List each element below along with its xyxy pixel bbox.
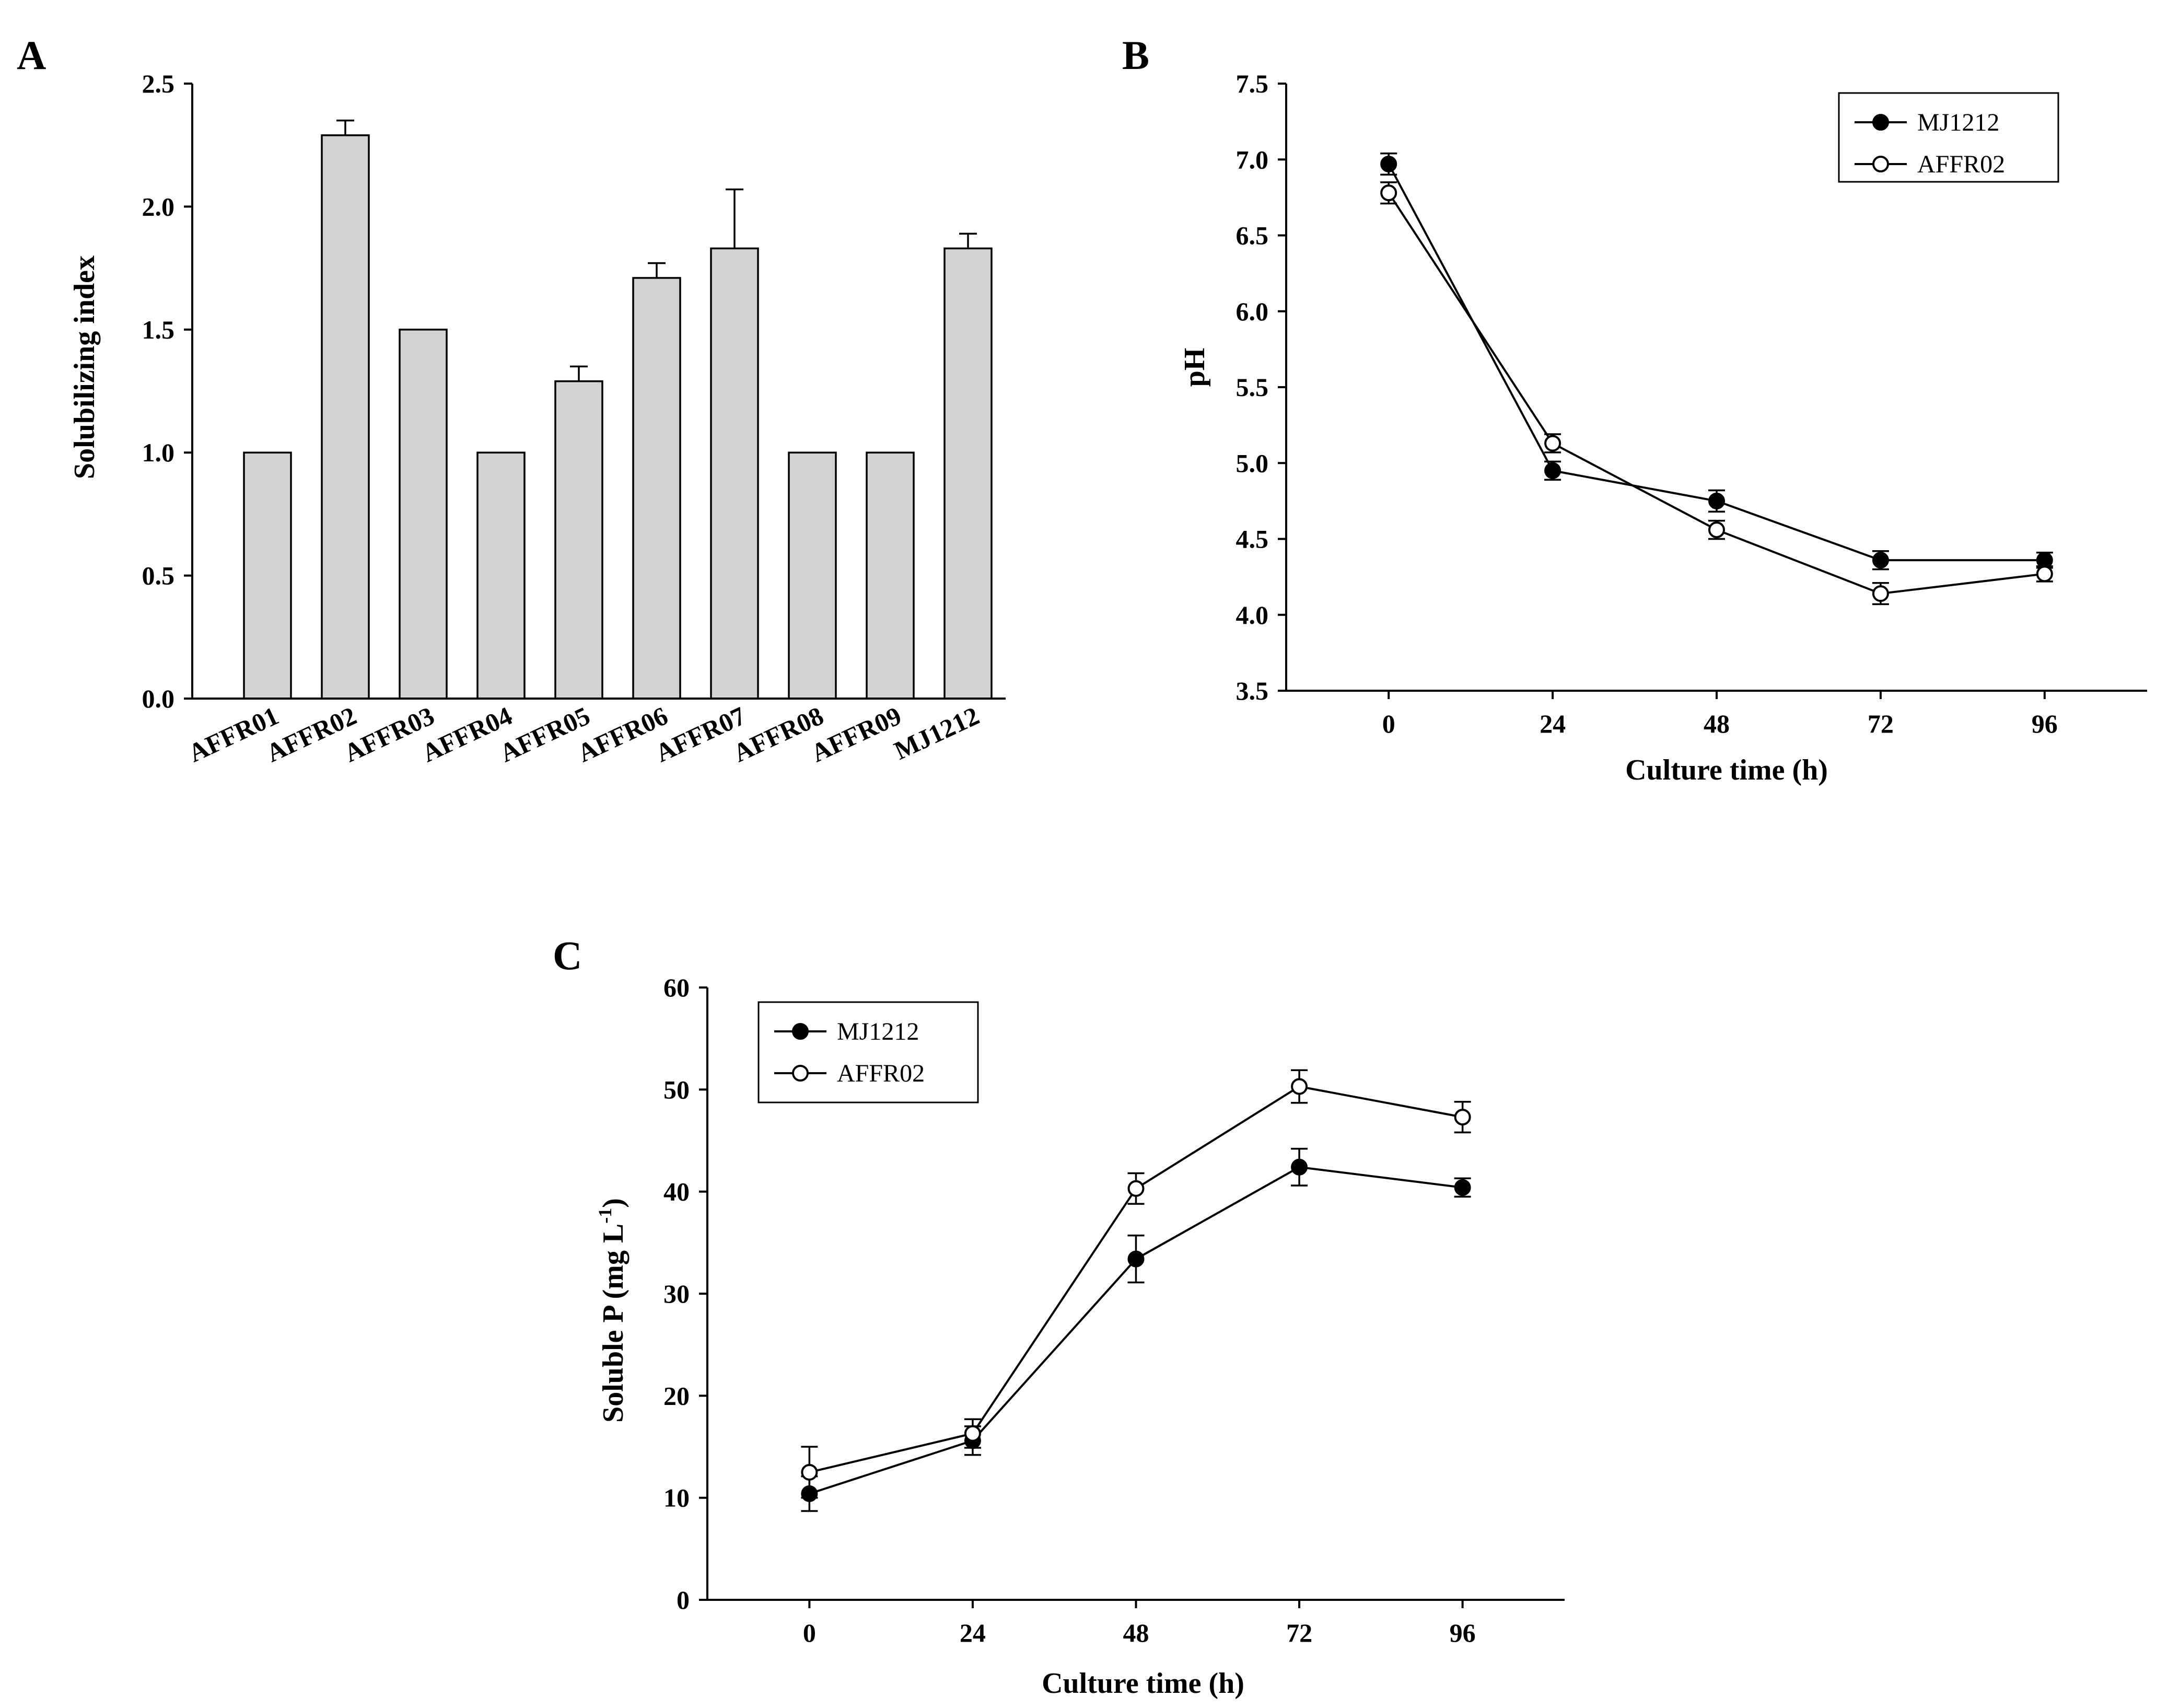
panel-c-legend: [757, 1001, 979, 1103]
panel-c-point-affr02-96: [1454, 1109, 1471, 1126]
panel-c-x-tick-label-96: 96: [1450, 1618, 1476, 1647]
x-tick-label-affr01: AFFR01: [184, 701, 283, 768]
bar-affr01: [243, 451, 292, 700]
panel-a-label: A: [17, 32, 46, 78]
panel-b-x-axis-title: Culture time (h): [1625, 754, 1828, 786]
y-tick-label-0.0: 0.0: [142, 684, 175, 713]
bar-affr09: [866, 451, 915, 700]
panel-b-x-tick-label-48: 48: [1704, 709, 1730, 738]
panel-b-line-chart: B 3.5 4.0 4.5 5.0 5.5 6.0 6.5 7.0 7.5 0 24 48 72 96 MJ…: [1122, 32, 2147, 786]
panel-a-bar-chart: A AFFR01AFFR02AFFR03AFFR04AFFR05AFFR06AF…: [17, 32, 1006, 768]
panel-b-y-tick-label-5.0: 5.0: [1236, 448, 1269, 478]
bar-affr07: [710, 247, 759, 700]
panel-b-point-mj1212-96: [2036, 552, 2053, 569]
panel-c-y-tick-label-20: 20: [663, 1381, 690, 1410]
panel-b-label: B: [1122, 32, 1149, 78]
bar-affr08: [788, 451, 837, 700]
panel-c-x-tick-label-24: 24: [960, 1618, 986, 1647]
panel-b-x-tick-label-96: 96: [2032, 709, 2058, 738]
panel-c-line-mj1212: [809, 1166, 1463, 1495]
panel-b-point-mj1212-24: [1544, 462, 1561, 479]
panel-c-x-axis-title: Culture time (h): [1042, 1667, 1244, 1700]
panel-c-y-tick-label-30: 30: [663, 1279, 690, 1308]
panel-b-y-tick-label-4.5: 4.5: [1236, 525, 1269, 554]
panel-b-y-tick-label-6.0: 6.0: [1236, 297, 1269, 326]
panel-c-y-tick-label-40: 40: [663, 1177, 690, 1206]
y-tick-label-2.0: 2.0: [142, 192, 175, 221]
panel-b-legend-label-mj1212: MJ1212: [1917, 109, 1999, 136]
panel-b-point-affr02-72: [1872, 585, 1889, 602]
x-tick-label-affr06: AFFR06: [573, 701, 672, 768]
x-tick-label-mj1212: MJ1212: [890, 701, 984, 765]
panel-c-legend-marker-affr02: [792, 1065, 809, 1082]
panel-b-y-tick-label-3.5: 3.5: [1236, 676, 1269, 705]
panel-c-x-tick-label-72: 72: [1286, 1618, 1312, 1647]
panel-b-point-mj1212-48: [1708, 492, 1725, 509]
panel-b-legend-marker-affr02: [1872, 156, 1889, 172]
panel-b-y-tick-label-4.0: 4.0: [1236, 600, 1269, 630]
x-tick-label-affr03: AFFR03: [340, 701, 439, 768]
x-tick-label-affr05: AFFR05: [495, 701, 595, 768]
panel-c-x-tick-label-0: 0: [803, 1618, 816, 1647]
y-tick-label-2.5: 2.5: [142, 69, 175, 98]
panel-a-y-axis-title: Solubilizing index: [68, 255, 101, 479]
x-tick-label-affr08: AFFR08: [729, 701, 828, 768]
panel-b-legend-marker-mj1212: [1872, 114, 1889, 131]
panel-b-point-affr02-48: [1708, 521, 1725, 539]
panel-c-x-tick-label-48: 48: [1123, 1618, 1149, 1647]
panel-c-point-affr02-72: [1291, 1078, 1308, 1095]
bar-affr06: [632, 277, 681, 700]
panel-b-point-mj1212-0: [1380, 155, 1397, 172]
y-tick-label-0.5: 0.5: [142, 561, 175, 590]
panel-b-point-mj1212-72: [1872, 552, 1889, 569]
panel-c-y-tick-label-10: 10: [663, 1483, 690, 1513]
panel-c-point-mj1212-48: [1127, 1250, 1145, 1268]
x-tick-label-affr07: AFFR07: [651, 701, 750, 768]
bar-affr02: [321, 134, 370, 700]
panel-c-legend-label-mj1212: MJ1212: [837, 1018, 919, 1045]
panel-c-point-mj1212-96: [1454, 1179, 1471, 1196]
panel-b-x-tick-label-72: 72: [1868, 709, 1894, 738]
panel-c-y-axis-title-end: ): [597, 1198, 630, 1208]
panel-c-label: C: [553, 933, 582, 978]
bar-affr03: [399, 329, 448, 700]
panel-c-point-affr02-0: [801, 1463, 818, 1481]
bar-mj1212: [943, 247, 993, 700]
panel-c-line-chart: C 0 10 20 30 40 50 60 0 24 48 72 96 MJ1212 AFFR02 Sol…: [553, 933, 1565, 1700]
y-tick-label-1.5: 1.5: [142, 315, 175, 344]
panel-b-point-affr02-0: [1380, 184, 1397, 202]
x-tick-label-affr09: AFFR09: [807, 701, 906, 768]
panel-b-y-axis-title: pH: [1179, 348, 1211, 387]
bar-affr05: [554, 380, 603, 700]
panel-c-legend-label-affr02: AFFR02: [837, 1060, 925, 1087]
panel-b-point-affr02-24: [1544, 435, 1561, 452]
panel-c-point-affr02-48: [1127, 1180, 1145, 1197]
panel-b-legend-label-affr02: AFFR02: [1917, 150, 2005, 178]
panel-c-point-affr02-24: [964, 1425, 981, 1442]
panel-c-y-tick-label-0: 0: [677, 1585, 690, 1614]
panel-b-point-affr02-96: [2036, 565, 2053, 583]
panel-c-y-tick-label-50: 50: [663, 1075, 690, 1104]
panel-c-y-axis-title: Soluble P (mg L-1): [595, 1198, 630, 1423]
panel-c-y-tick-label-60: 60: [663, 973, 690, 1002]
bar-affr04: [476, 451, 526, 700]
y-tick-label-1.0: 1.0: [142, 438, 175, 467]
panel-b-x-tick-label-24: 24: [1540, 709, 1566, 738]
panel-c-point-mj1212-72: [1291, 1158, 1308, 1176]
panel-b-y-tick-label-5.5: 5.5: [1236, 373, 1269, 402]
panel-b-y-tick-label-7.0: 7.0: [1236, 145, 1269, 174]
panel-c-y-axis-title-main: Soluble P (mg L: [597, 1224, 630, 1423]
x-tick-label-affr02: AFFR02: [262, 701, 361, 768]
panel-b-y-tick-label-7.5: 7.5: [1236, 69, 1269, 98]
panel-b-x-tick-label-0: 0: [1382, 709, 1395, 738]
panel-b-y-tick-label-6.5: 6.5: [1236, 221, 1269, 250]
panel-c-legend-marker-mj1212: [792, 1023, 809, 1040]
panel-c-y-axis-title-superscript: -1: [595, 1208, 615, 1224]
x-tick-label-affr04: AFFR04: [417, 701, 517, 768]
